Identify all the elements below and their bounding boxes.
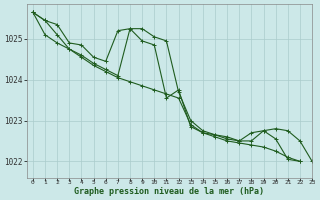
X-axis label: Graphe pression niveau de la mer (hPa): Graphe pression niveau de la mer (hPa) — [75, 187, 264, 196]
